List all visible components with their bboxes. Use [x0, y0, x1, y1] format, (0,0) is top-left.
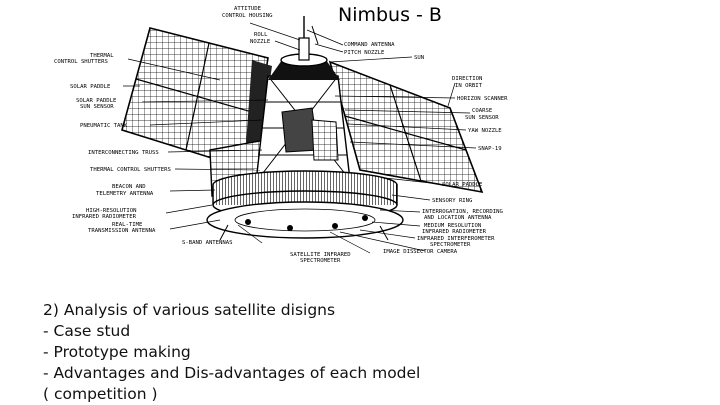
label-medium-resolution-2: INFRARED RADIOMETER — [422, 229, 487, 235]
right-labels: ATTITUDE CONTROL HOUSING ROLL NOZZLE COM… — [222, 6, 508, 264]
label-real-time-1: REAL-TIME — [112, 222, 143, 228]
slide-title: Nimbus - B — [338, 4, 442, 26]
note-item: - Case stud — [43, 322, 131, 340]
left-solar-paddle — [121, 27, 272, 172]
label-high-resolution-2: INFRARED RADIOMETER — [72, 214, 137, 220]
sensory-ring — [206, 170, 404, 241]
label-sensory-ring: SENSORY RING — [432, 198, 473, 204]
label-yaw-nozzle: YAW NOZZLE — [468, 128, 502, 134]
label-pneumatic-tank: PNEUMATIC TANK — [80, 123, 128, 129]
label-infrared-interferometer-1: INFRARED INTERFEROMETER — [417, 236, 495, 242]
label-medium-resolution-1: MEDIUM RESOLUTION — [424, 223, 481, 229]
note-item: - Advantages and Dis-advantages of each … — [43, 364, 421, 382]
label-solar-paddle-sensor-1: SOLAR PADDLE — [76, 98, 117, 104]
label-snap-19: SNAP-19 — [478, 146, 502, 152]
notes-list: 2) Analysis of various satellite disigns… — [43, 300, 420, 405]
label-thermal-shutters-upper-2: CONTROL SHUTTERS — [54, 59, 108, 65]
leader-lines — [123, 22, 477, 254]
left-labels: THERMAL CONTROL SHUTTERS SOLAR PADDLE SO… — [54, 53, 233, 246]
central-truss — [255, 75, 351, 183]
label-interrogation-1: INTERROGATION, RECORDING — [422, 209, 503, 215]
note-heading: 2) Analysis of various satellite disigns — [43, 301, 336, 319]
label-interconnecting-truss: INTERCONNECTING TRUSS — [88, 150, 159, 156]
nimbus-b-satellite-diagram: ATTITUDE CONTROL HOUSING ROLL NOZZLE COM… — [54, 6, 508, 264]
note-item: - Prototype making — [43, 343, 191, 361]
label-solar-paddle-right: SOLAR PADDLE — [442, 182, 483, 188]
attitude-control-housing — [268, 16, 340, 80]
label-real-time-2: TRANSMISSION ANTENNA — [88, 228, 156, 234]
label-satellite-infrared-1: SATELLITE INFRARED — [290, 252, 351, 258]
label-thermal-shutters-lower: THERMAL CONTROL SHUTTERS — [90, 167, 171, 173]
label-pitch-nozzle: PITCH NOZZLE — [344, 50, 385, 56]
label-beacon-2: TELEMETRY ANTENNA — [96, 191, 154, 197]
label-roll-nozzle-1: ROLL — [254, 32, 268, 38]
label-command-antenna: COMMAND ANTENNA — [344, 42, 395, 48]
label-coarse-sun-sensor-1: COARSE — [472, 108, 493, 114]
label-solar-paddle-left: SOLAR PADDLE — [70, 84, 111, 90]
label-image-dissector: IMAGE DISSECTOR CAMERA — [383, 249, 458, 255]
label-horizon-scanner: HORIZON SCANNER — [457, 96, 508, 102]
label-thermal-shutters-upper-1: THERMAL — [90, 53, 114, 59]
label-attitude-housing-2: CONTROL HOUSING — [222, 13, 273, 19]
label-high-resolution-1: HIGH-RESOLUTION — [86, 208, 137, 214]
label-satellite-infrared-2: SPECTROMETER — [300, 258, 341, 264]
label-sun: SUN — [414, 55, 424, 61]
label-beacon-1: BEACON AND — [112, 184, 146, 190]
note-item: ( competition ) — [43, 385, 158, 403]
label-direction-1: DIRECTION — [452, 76, 482, 82]
label-direction-2: IN ORBIT — [455, 83, 483, 89]
label-coarse-sun-sensor-2: SUN SENSOR — [465, 115, 499, 121]
label-infrared-interferometer-2: SPECTROMETER — [430, 242, 471, 248]
label-roll-nozzle-2: NOZZLE — [250, 39, 271, 45]
label-attitude-housing-1: ATTITUDE — [234, 6, 262, 12]
label-solar-paddle-sensor-2: SUN SENSOR — [80, 104, 114, 110]
label-s-band: S-BAND ANTENNAS — [182, 240, 233, 246]
label-interrogation-2: AND LOCATION ANTENNA — [424, 215, 492, 221]
